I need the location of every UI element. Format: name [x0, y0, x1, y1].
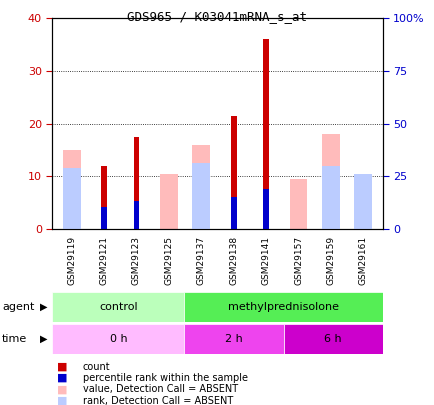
Bar	[230, 197, 236, 229]
Text: GSM29159: GSM29159	[326, 236, 335, 285]
Text: ■: ■	[56, 384, 67, 394]
Text: ▶: ▶	[40, 334, 48, 344]
Text: GDS965 / K03041mRNA_s_at: GDS965 / K03041mRNA_s_at	[127, 10, 307, 23]
Text: ■: ■	[56, 373, 67, 383]
Bar	[192, 163, 210, 229]
Text: 0 h: 0 h	[109, 334, 127, 344]
Bar	[101, 166, 107, 229]
Bar	[321, 134, 339, 229]
Bar	[184, 324, 283, 354]
Text: rank, Detection Call = ABSENT: rank, Detection Call = ABSENT	[82, 396, 232, 405]
Text: ■: ■	[56, 396, 67, 405]
Text: ▶: ▶	[40, 302, 48, 312]
Text: 6 h: 6 h	[324, 334, 341, 344]
Text: ■: ■	[56, 362, 67, 371]
Bar	[192, 145, 210, 229]
Bar	[52, 292, 184, 322]
Bar	[160, 173, 178, 229]
Bar	[263, 39, 268, 229]
Bar	[101, 207, 107, 229]
Text: percentile rank within the sample: percentile rank within the sample	[82, 373, 247, 383]
Text: value, Detection Call = ABSENT: value, Detection Call = ABSENT	[82, 384, 237, 394]
Text: GSM29123: GSM29123	[132, 236, 141, 285]
Bar	[133, 137, 139, 229]
Text: GSM29121: GSM29121	[99, 236, 108, 285]
Bar	[62, 150, 80, 229]
Bar	[321, 166, 339, 229]
Text: GSM29141: GSM29141	[261, 236, 270, 285]
Bar	[289, 179, 307, 229]
Bar	[133, 201, 139, 229]
Bar	[52, 324, 184, 354]
Text: GSM29119: GSM29119	[67, 236, 76, 285]
Bar	[62, 168, 80, 229]
Bar	[184, 292, 382, 322]
Text: methylprednisolone: methylprednisolone	[227, 302, 339, 312]
Text: count: count	[82, 362, 110, 371]
Text: GSM29138: GSM29138	[229, 236, 238, 285]
Text: agent: agent	[2, 302, 34, 312]
Bar	[283, 324, 382, 354]
Text: GSM29161: GSM29161	[358, 236, 367, 285]
Text: GSM29125: GSM29125	[164, 236, 173, 285]
Text: control: control	[99, 302, 137, 312]
Bar	[354, 173, 372, 229]
Text: time: time	[2, 334, 27, 344]
Bar	[354, 173, 372, 229]
Text: GSM29157: GSM29157	[293, 236, 302, 285]
Text: GSM29137: GSM29137	[196, 236, 205, 285]
Bar	[263, 189, 268, 229]
Text: 2 h: 2 h	[225, 334, 242, 344]
Bar	[230, 115, 236, 229]
